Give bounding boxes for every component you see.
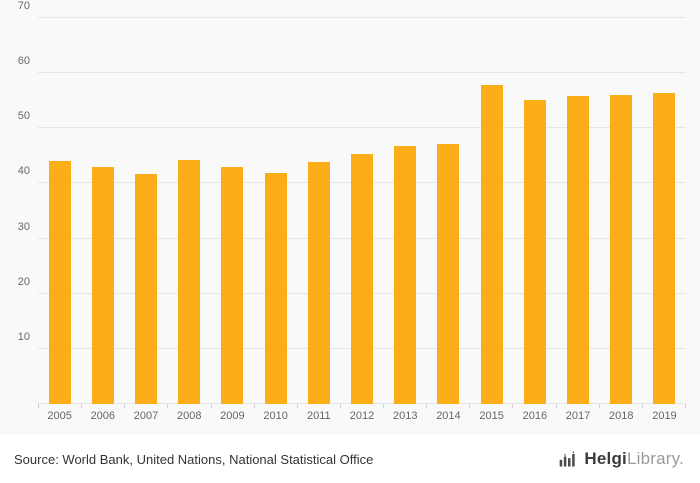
gridline-y-60 — [38, 72, 686, 74]
bar-chart: 2005 2006 2007 2008 2009 2010 2011 2012 2013 2014… — [17, 0, 686, 422]
x-axis-label-2011: 2011 — [306, 410, 331, 422]
bar-slot-2007 — [124, 18, 167, 404]
bar-2012 — [351, 153, 374, 404]
bar-2019 — [653, 93, 676, 404]
bar-2018 — [610, 94, 633, 404]
bar-2005 — [48, 161, 71, 404]
x-tick — [555, 404, 557, 408]
x-axis-label-2012: 2012 — [349, 410, 375, 422]
bar-slot-2008 — [168, 18, 211, 404]
bar-slot-2014 — [427, 18, 470, 404]
x-axis-label-2013: 2013 — [392, 410, 418, 422]
helgi-logo-icon — [558, 449, 578, 469]
bar-slot-2016 — [513, 18, 556, 404]
gridline-y-70 — [38, 17, 686, 18]
x-axis-label-2008: 2008 — [176, 410, 202, 422]
x-axis-label-2018: 2018 — [609, 410, 634, 422]
bar-slot-2006 — [81, 18, 124, 404]
bar-series — [38, 18, 686, 404]
bar-slot-2019 — [643, 18, 686, 404]
bar-slot-2011 — [297, 18, 340, 404]
y-axis-label-70: 70 — [17, 0, 30, 12]
bar-slot-2009 — [211, 18, 254, 404]
x-tick — [124, 404, 126, 408]
x-tick — [426, 404, 428, 408]
chart-footer: Source: World Bank, United Nations, Nati… — [0, 435, 700, 483]
y-axis-label-40: 40 — [17, 165, 30, 178]
x-tick — [339, 404, 341, 408]
x-tick — [167, 404, 169, 408]
x-tick — [210, 404, 212, 408]
gridline-y-50 — [38, 127, 686, 129]
helgi-library-logo: HelgiLibrary. — [558, 449, 684, 469]
x-axis-label-2017: 2017 — [565, 410, 591, 422]
x-tick — [38, 404, 39, 408]
bar-2015 — [480, 84, 503, 404]
bar-slot-2013 — [384, 18, 427, 404]
x-axis-label-2005: 2005 — [47, 410, 72, 422]
bar-slot-2018 — [600, 18, 643, 404]
x-tick — [383, 404, 384, 408]
y-axis-label-30: 30 — [17, 220, 30, 233]
bar-2013 — [394, 146, 417, 404]
x-axis-label-2010: 2010 — [263, 410, 288, 422]
x-tick — [296, 404, 298, 408]
bar-slot-2010 — [254, 18, 297, 404]
x-axis-label-2007: 2007 — [133, 410, 159, 422]
y-axis-label-60: 60 — [17, 55, 30, 68]
x-tick — [512, 404, 514, 408]
x-axis-label-2014: 2014 — [436, 410, 461, 422]
source-text: Source: World Bank, United Nations, Nati… — [14, 451, 374, 467]
bar-2014 — [437, 143, 460, 404]
y-axis-label-10: 10 — [17, 330, 30, 343]
x-tick — [684, 404, 686, 408]
bar-2010 — [264, 172, 287, 404]
x-axis-labels: 2005 2006 2007 2008 2009 2010 2011 2012 2013 2014… — [38, 410, 686, 422]
bar-slot-2015 — [470, 18, 513, 404]
x-tick — [598, 404, 600, 408]
x-tick — [469, 404, 471, 408]
logo-text-bold: Helgi — [584, 449, 627, 468]
bar-2011 — [307, 161, 330, 404]
bar-slot-2005 — [38, 18, 81, 404]
x-tick — [253, 404, 255, 408]
x-axis-label-2009: 2009 — [220, 410, 245, 422]
x-axis-ticks — [38, 404, 686, 409]
bar-slot-2012 — [340, 18, 383, 404]
bar-2006 — [91, 167, 114, 404]
bar-2017 — [567, 96, 590, 404]
y-axis-label-20: 20 — [17, 275, 30, 288]
logo-text: HelgiLibrary. — [584, 449, 684, 469]
x-axis-label-2019: 2019 — [652, 410, 677, 422]
bar-2009 — [221, 166, 244, 404]
logo-text-light: Library. — [626, 449, 684, 468]
x-axis-label-2016: 2016 — [522, 410, 548, 422]
x-axis-label-2006: 2006 — [90, 410, 116, 422]
bar-2016 — [523, 99, 546, 404]
bar-2008 — [178, 160, 201, 404]
x-tick — [81, 404, 83, 408]
bar-2007 — [135, 173, 157, 404]
plot-area: 2005 2006 2007 2008 2009 2010 2011 2012 2013 2014… — [18, 0, 686, 422]
x-tick — [641, 404, 643, 408]
y-axis-label-50: 50 — [17, 110, 30, 123]
x-axis-label-2015: 2015 — [479, 410, 504, 422]
bar-slot-2017 — [556, 18, 599, 404]
